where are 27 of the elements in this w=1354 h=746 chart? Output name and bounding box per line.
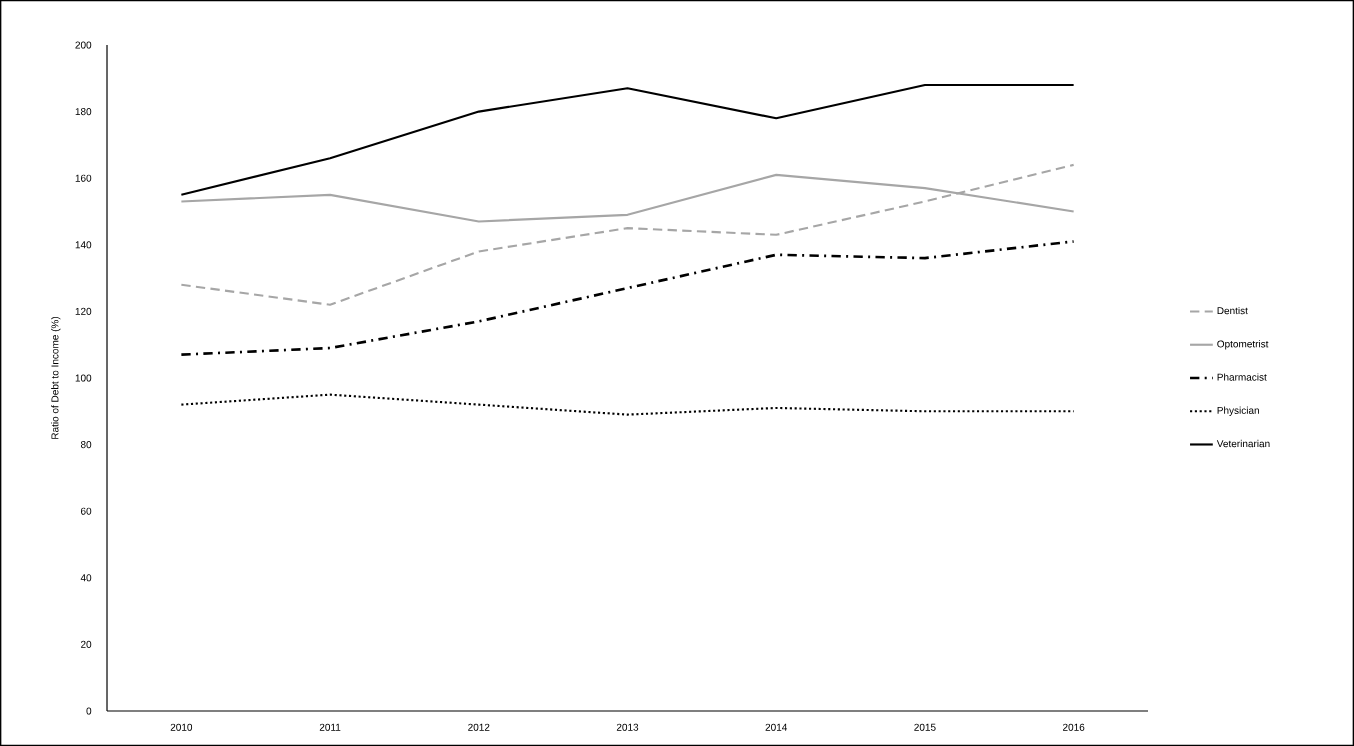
y-tick-label: 20 — [81, 640, 92, 648]
line-series — [180, 163, 1075, 306]
y-tick-label: 200 — [75, 41, 92, 49]
y-tick-label: 120 — [75, 307, 92, 315]
y-tick-label: 180 — [75, 108, 92, 116]
y-tick-label: 40 — [80, 574, 92, 582]
y-tick-label: 80 — [80, 441, 92, 449]
x-tick-label: 2015 — [914, 723, 936, 731]
x-tick-label: 2012 — [468, 723, 490, 731]
y-tick-label: 160 — [75, 174, 92, 182]
y-tick-label: 60 — [81, 507, 92, 515]
legend-label: Pharmacist — [1217, 373, 1267, 381]
x-tick-label: 2011 — [319, 723, 341, 731]
y-tick-label: 100 — [75, 374, 92, 382]
y-tick-label: 140 — [75, 241, 92, 249]
x-tick-label: 2010 — [170, 723, 193, 731]
y-tick-label: 0 — [86, 707, 92, 715]
legend-label: Physician — [1217, 406, 1259, 416]
x-tick-label: 2016 — [1063, 723, 1085, 731]
line-series — [180, 393, 1075, 416]
line-series — [180, 83, 1075, 196]
x-tick-label: 2013 — [616, 723, 639, 731]
y-axis-title: Ratio of Debt to Income (%) — [51, 316, 61, 439]
legend-label: Optometrist — [1217, 340, 1269, 350]
legend-label: Dentist — [1217, 306, 1248, 315]
x-tick-label: 2014 — [765, 723, 788, 731]
legend-label: Veterinarian — [1216, 439, 1270, 448]
